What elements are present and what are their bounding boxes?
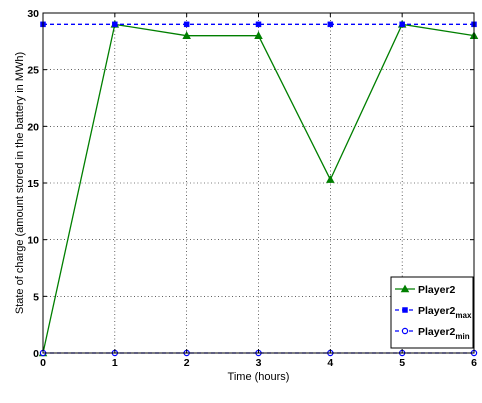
grid <box>43 13 474 353</box>
data-point <box>254 31 263 39</box>
y-tick-label: 25 <box>27 65 39 77</box>
axis-ticks: 0 1 2 3 4 5 6 0 5 10 15 20 25 30 <box>27 8 477 369</box>
y-tick-label: 5 <box>33 291 39 303</box>
legend-label: Player2 <box>418 284 456 296</box>
legend-marker <box>401 327 409 335</box>
x-tick-label: 5 <box>399 357 405 369</box>
y-tick-label: 30 <box>27 8 39 20</box>
data-point <box>183 21 190 28</box>
legend-marker <box>400 284 410 293</box>
data-point <box>327 21 334 28</box>
x-tick-label: 0 <box>40 357 46 369</box>
y-tick-label: 20 <box>27 121 39 133</box>
legend-label: Player2min <box>418 326 470 341</box>
data-point <box>182 31 191 39</box>
x-tick-label: 3 <box>256 357 262 369</box>
data-point <box>326 175 335 183</box>
y-axis-label: State of charge (amount stored in the ba… <box>14 52 26 314</box>
y-tick-label: 0 <box>33 348 39 360</box>
x-tick-label: 4 <box>327 357 333 369</box>
data-point <box>255 21 262 28</box>
y-tick-label: 15 <box>27 178 39 190</box>
legend: Player2 Player2max Player2min <box>390 276 474 349</box>
y-tick-label: 10 <box>27 235 39 247</box>
x-tick-label: 6 <box>471 357 477 369</box>
x-tick-label: 1 <box>112 357 118 369</box>
x-axis-label: Time (hours) <box>228 371 290 383</box>
data-point <box>399 21 405 28</box>
legend-marker <box>402 307 408 313</box>
data-point <box>112 21 118 28</box>
x-tick-label: 2 <box>184 357 190 369</box>
legend-label: Player2max <box>418 305 472 320</box>
